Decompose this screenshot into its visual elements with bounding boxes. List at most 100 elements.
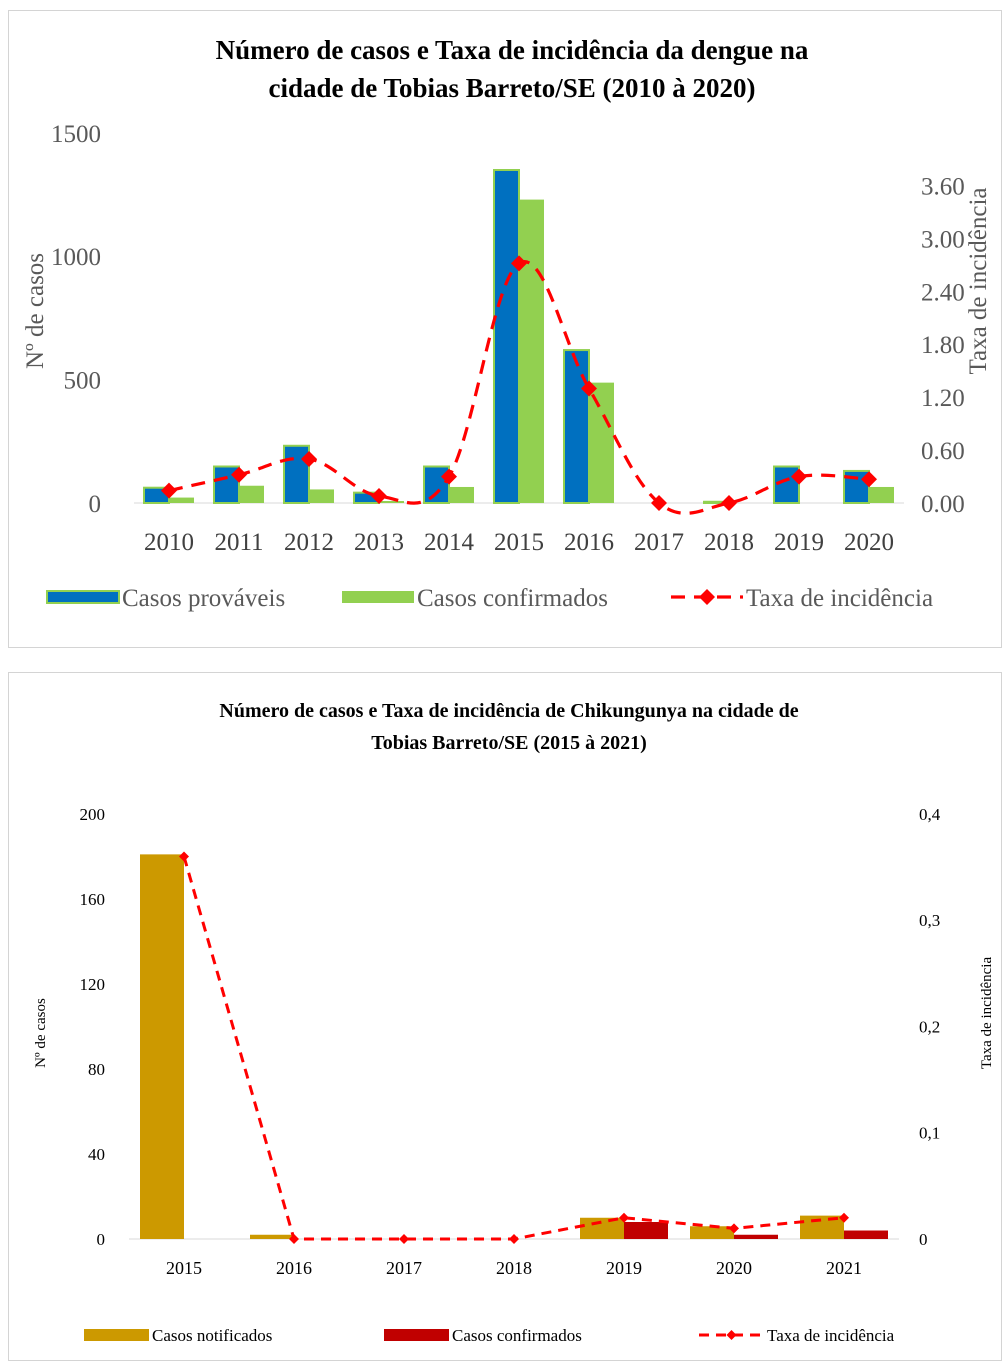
- line-marker: [231, 466, 247, 483]
- legend-swatch-casos-confirmados: [384, 1329, 449, 1341]
- x-tick-label: 2018: [496, 1258, 532, 1278]
- x-tick-label: 2019: [606, 1258, 642, 1278]
- line-marker: [289, 1234, 299, 1244]
- x-tick-label: 2015: [166, 1258, 202, 1278]
- x-tick-label: 2010: [144, 529, 194, 556]
- y2-tick-label: 0: [919, 1230, 928, 1249]
- y2-tick-label: 1.20: [921, 385, 965, 412]
- x-tick-label: 2019: [774, 529, 824, 556]
- y2-tick-label: 0,3: [919, 911, 940, 930]
- bar-casos-confirmados: [239, 485, 264, 503]
- line-marker: [161, 482, 177, 499]
- bar-casos-prováveis: [423, 465, 450, 505]
- x-tick-label: 2017: [386, 1258, 422, 1278]
- line-marker: [651, 495, 667, 511]
- y-tick-label: 0: [89, 491, 102, 518]
- y2-tick-label: 1.80: [921, 332, 965, 359]
- legend-label: Casos confirmados: [452, 1326, 582, 1345]
- x-tick-label: 2018: [704, 529, 754, 556]
- chart-title-line: cidade de Tobias Barreto/SE (2010 à 2020…: [268, 73, 755, 103]
- x-tick-label: 2020: [844, 529, 894, 556]
- legend-marker: [699, 589, 715, 605]
- y2-axis-label: Taxa de incidência: [965, 187, 992, 374]
- y-tick-label: 500: [64, 367, 102, 394]
- line-marker: [441, 468, 457, 485]
- legend-marker: [726, 1330, 737, 1340]
- y2-tick-label: 2.40: [921, 279, 965, 306]
- legend-label: Casos confirmados: [417, 585, 608, 612]
- x-tick-label: 2016: [276, 1258, 312, 1278]
- bar-casos-confirmados: [624, 1222, 668, 1239]
- chart-title-line: Tobias Barreto/SE (2015 à 2021): [371, 732, 647, 754]
- y-tick-label: 1500: [51, 121, 101, 148]
- y-tick-label: 160: [80, 890, 106, 909]
- bar-casos-notificados: [140, 854, 184, 1239]
- y-tick-label: 80: [88, 1060, 105, 1079]
- line-marker: [729, 1223, 739, 1234]
- y2-axis-label: Taxa de incidência: [979, 957, 995, 1070]
- dengue-chart-panel: Número de casos e Taxa de incidência da …: [8, 10, 1002, 648]
- y2-tick-label: 0.00: [921, 491, 965, 518]
- bar-casos-notificados: [250, 1234, 294, 1239]
- y-tick-label: 200: [80, 805, 106, 824]
- y2-tick-label: 0,4: [919, 805, 941, 824]
- bar-casos-notificados: [690, 1226, 734, 1239]
- dengue-chart: Número de casos e Taxa de incidência da …: [22, 35, 992, 612]
- bar-casos-confirmados: [169, 497, 194, 503]
- bar-casos-confirmados: [449, 486, 474, 503]
- x-tick-label: 2021: [826, 1258, 862, 1278]
- x-tick-label: 2015: [494, 529, 544, 556]
- x-tick-label: 2016: [564, 529, 614, 556]
- line-marker: [511, 255, 527, 272]
- line-marker: [371, 487, 387, 504]
- legend-label: Casos prováveis: [122, 585, 285, 612]
- x-tick-label: 2012: [284, 529, 334, 556]
- bar-casos-confirmados: [379, 501, 404, 503]
- bar-casos-prováveis: [493, 169, 520, 504]
- line-marker: [619, 1212, 629, 1223]
- chikungunya-chart: Número de casos e Taxa de incidência de …: [33, 700, 995, 1345]
- legend-swatch-casos-prováveis: [46, 590, 120, 604]
- legend-label: Casos notificados: [152, 1326, 272, 1345]
- bar-casos-confirmados: [734, 1234, 778, 1239]
- y-axis-label: Nº de casos: [22, 253, 49, 369]
- y2-tick-label: 0,2: [919, 1017, 940, 1036]
- legend-label: Taxa de incidência: [767, 1326, 895, 1345]
- legend-swatch-casos-confirmados: [342, 591, 414, 603]
- y-axis-label: Nº de casos: [33, 998, 49, 1068]
- bar-casos-confirmados: [519, 199, 544, 503]
- chikungunya-chart-panel: Número de casos e Taxa de incidência de …: [8, 672, 1002, 1361]
- x-tick-label: 2014: [424, 529, 475, 556]
- chart-title-line: Número de casos e Taxa de incidência de …: [219, 700, 798, 722]
- bar-casos-prováveis: [773, 465, 800, 505]
- x-tick-label: 2011: [214, 529, 263, 556]
- line-marker: [581, 380, 597, 397]
- x-tick-label: 2020: [716, 1258, 752, 1278]
- bar-casos-confirmados: [869, 486, 894, 503]
- y-tick-label: 0: [97, 1230, 106, 1249]
- x-tick-label: 2017: [634, 529, 684, 556]
- series-line-taxa-de-incidencia: [182, 856, 845, 1241]
- y2-tick-label: 3.60: [921, 174, 965, 201]
- bar-casos-prováveis: [283, 444, 310, 505]
- bar-casos-prováveis: [563, 349, 590, 505]
- y-tick-label: 120: [80, 975, 106, 994]
- bar-casos-confirmados: [309, 489, 334, 503]
- line-marker: [839, 1212, 849, 1223]
- line-marker: [399, 1234, 409, 1244]
- y2-tick-label: 0.60: [921, 438, 965, 465]
- line-marker: [861, 471, 877, 488]
- bar-casos-confirmados: [589, 382, 614, 503]
- y2-tick-label: 0,1: [919, 1124, 940, 1143]
- bar-casos-notificados: [800, 1215, 844, 1239]
- legend-label: Taxa de incidência: [746, 585, 933, 612]
- line-marker: [721, 495, 737, 511]
- x-tick-label: 2013: [354, 529, 404, 556]
- line-marker: [509, 1234, 519, 1244]
- y-tick-label: 40: [88, 1145, 105, 1164]
- y-tick-label: 1000: [51, 244, 101, 271]
- line-marker: [301, 450, 317, 467]
- line-marker: [179, 851, 189, 862]
- chart-title-line: Número de casos e Taxa de incidência da …: [216, 35, 809, 65]
- y2-tick-label: 3.00: [921, 226, 965, 253]
